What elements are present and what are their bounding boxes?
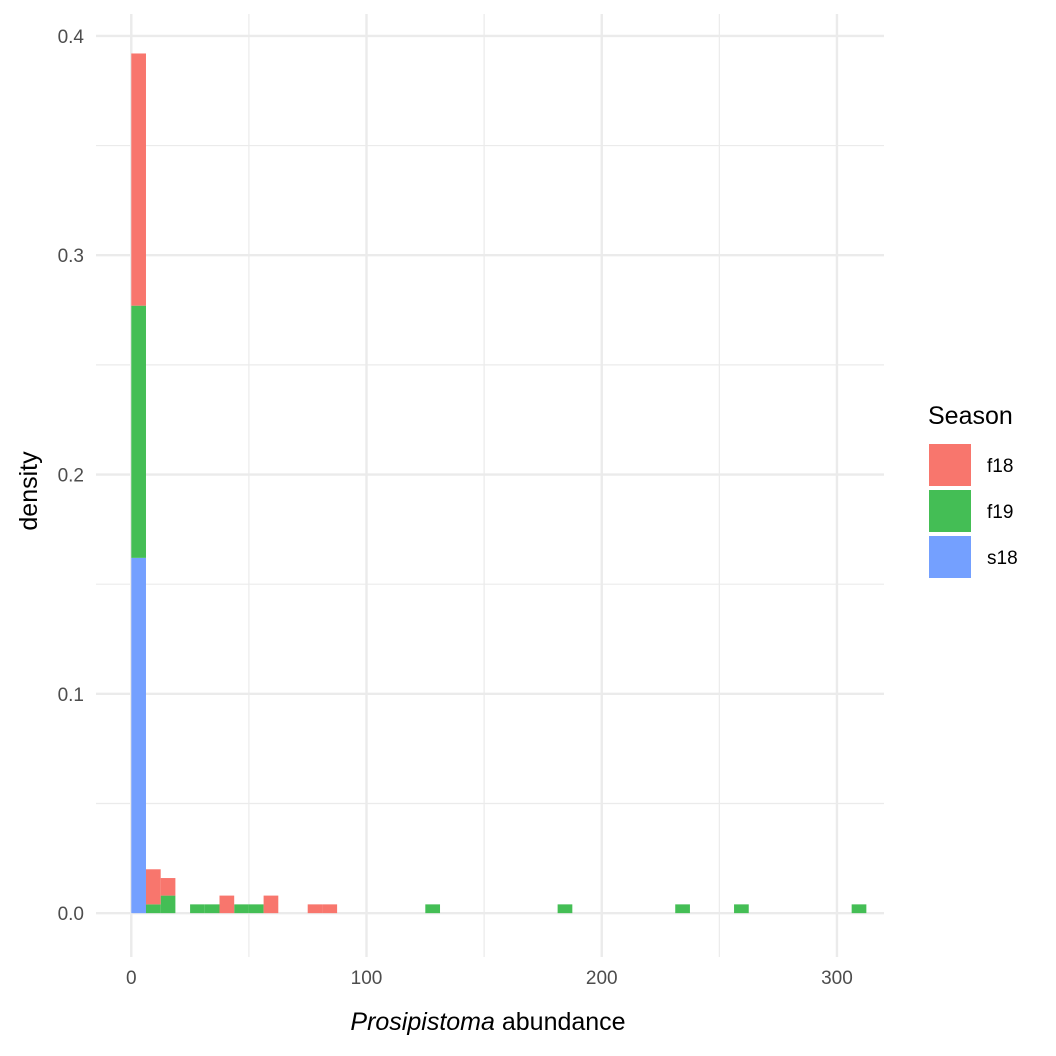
x-axis-title-rest: abundance [495,1008,626,1036]
legend: Season f18 f19 s18 [928,402,1018,578]
bar-f19 [425,904,441,914]
y-tick-labels: 0.0 0.1 0.2 0.3 0.4 [58,27,85,925]
legend-label-f18: f18 [987,456,1013,477]
bar-f19 [204,904,220,914]
bar-f18 [307,904,323,914]
bar-f19 [557,904,573,914]
bar-s18 [131,557,146,914]
bar-f19 [145,904,161,914]
y-tick-label: 0.2 [58,466,84,487]
x-tick-label: 200 [586,968,618,989]
x-tick-label: 0 [126,968,137,989]
bar-f18 [219,895,235,914]
histogram-bars [131,53,867,914]
bar-f18 [160,878,176,896]
y-tick-label: 0.4 [58,27,85,48]
bar-f19 [248,904,264,914]
legend-title: Season [928,402,1013,430]
grid-lines [96,14,884,957]
bar-f19 [675,904,690,914]
bar-f19 [190,904,205,914]
legend-label-f19: f19 [987,502,1013,523]
bar-f19 [131,305,146,558]
x-tick-label: 300 [821,968,853,989]
legend-label-s18: s18 [987,548,1018,569]
legend-key-f18 [929,444,971,486]
bar-f19 [160,895,176,914]
legend-key-s18 [929,536,971,578]
bar-f18 [131,53,146,306]
bar-f18 [322,904,338,914]
legend-key-f19 [929,490,971,532]
legend-items: f18 f19 s18 [929,444,1018,578]
x-tick-labels: 0 100 200 300 [126,968,853,989]
bar-f19 [234,904,249,914]
y-axis-title: density [15,451,43,531]
bar-f18 [263,895,279,914]
bar-f19 [851,904,867,914]
x-axis-title: Prosipistoma abundance [350,1008,625,1036]
bar-f19 [734,904,749,914]
y-tick-label: 0.0 [58,904,84,925]
y-tick-label: 0.3 [58,246,84,267]
y-tick-label: 0.1 [58,685,84,706]
x-axis-title-italic: Prosipistoma [350,1008,495,1036]
x-tick-label: 100 [351,968,383,989]
bar-f18 [145,869,161,905]
